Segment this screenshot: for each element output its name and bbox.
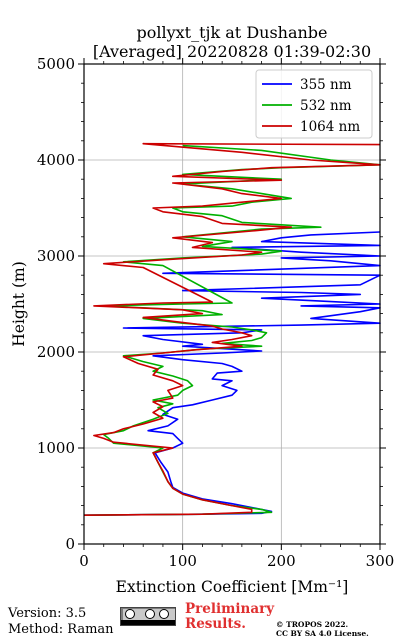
legend-label: 355 nm [300, 77, 352, 93]
cc-badge-bottom [121, 620, 175, 625]
sa-icon [159, 609, 169, 619]
chart-title-line2: [Averaged] 20220828 01:39-02:30 [93, 42, 371, 61]
series-line-532-nm [83, 144, 381, 516]
preliminary-line1: Preliminary [185, 601, 275, 617]
legend: 355 nm 532 nm 1064 nm [255, 69, 373, 139]
cc-license-badge-icon [120, 607, 176, 626]
series-line-355-nm [83, 231, 381, 516]
method-text: Method: Raman [8, 622, 114, 637]
axes [83, 63, 381, 545]
cc-icon [125, 609, 135, 619]
y-tick-label: 0 [65, 535, 75, 553]
copyright-line2: CC BY SA 4.0 License. [276, 629, 369, 638]
footer-info: Version: 3.5 Method: Raman [8, 606, 114, 638]
y-tick-label: 3000 [37, 247, 75, 265]
series-line-1064-nm [83, 142, 381, 516]
copyright-line1: © TROPOS 2022. [276, 620, 349, 629]
preliminary-results: Preliminary Results. [185, 602, 274, 632]
x-tick-label: 200 [267, 552, 296, 570]
x-tick-label: 0 [79, 552, 89, 570]
preliminary-line2: Results. [185, 616, 246, 632]
legend-label: 1064 nm [300, 119, 360, 135]
legend-box [255, 69, 373, 139]
plot-frame [83, 63, 381, 545]
x-tick-label: 300 [366, 552, 395, 570]
y-tick-label: 5000 [37, 55, 75, 73]
y-tick-label: 1000 [37, 439, 75, 457]
y-tick-label: 4000 [37, 151, 75, 169]
y-tick-label: 2000 [37, 343, 75, 361]
chart-title-line1: pollyxt_tjk at Dushanbe [136, 23, 327, 42]
y-axis-label: Height (m) [10, 261, 28, 347]
x-axis-label: Extinction Coefficient [Mm⁻¹] [116, 578, 349, 596]
x-tick-label: 100 [168, 552, 197, 570]
by-icon [145, 609, 155, 619]
legend-label: 532 nm [300, 98, 352, 114]
version-text: Version: 3.5 [8, 606, 87, 621]
copyright: © TROPOS 2022. CC BY SA 4.0 License. [276, 620, 369, 638]
series-layer [83, 142, 381, 516]
